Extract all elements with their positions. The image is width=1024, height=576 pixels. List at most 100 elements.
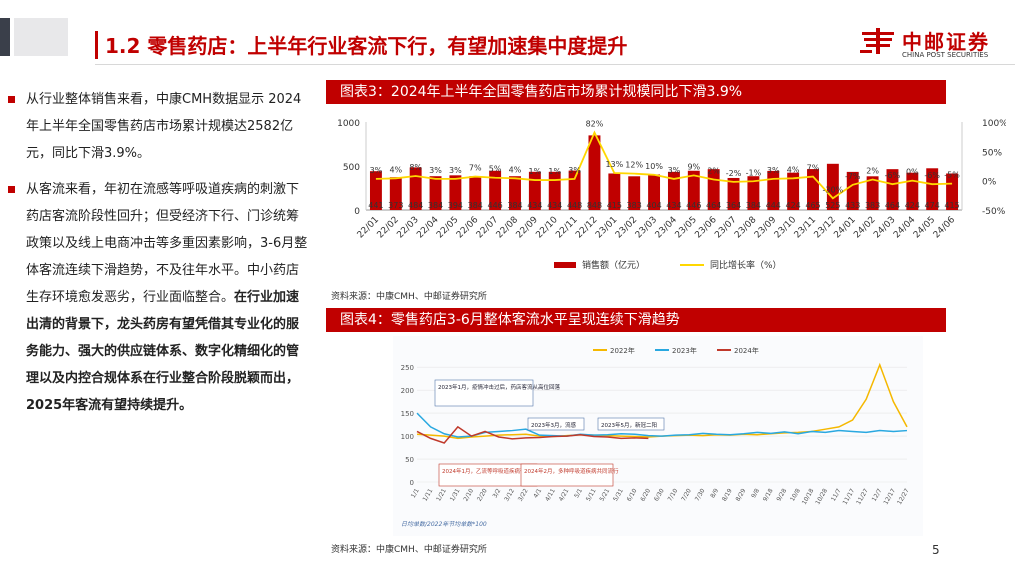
growth-label: 8% — [409, 163, 422, 172]
legend-sales-swatch — [554, 262, 576, 268]
bullet-traffic: 从客流来看，年初在流感等呼吸道疾病的刺激下药店客流阶段性回升；但受经济下行、门诊… — [8, 176, 308, 419]
legend-label: 2024年 — [734, 346, 759, 355]
bar-value-label: 373 — [388, 201, 403, 210]
x-tick-label: 24/03 — [872, 215, 897, 240]
growth-label: -2% — [726, 169, 742, 178]
bar-value-label: 424 — [785, 201, 800, 210]
bar — [807, 169, 819, 210]
x-tick-label: 23/05 — [674, 215, 699, 240]
logo-chinese-name: 中邮证券 — [902, 30, 990, 54]
bar — [866, 176, 879, 210]
bar-value-label: 848 — [587, 201, 602, 210]
growth-label: 4% — [787, 165, 800, 174]
growth-label: -6% — [924, 171, 940, 180]
bar — [946, 173, 959, 210]
corner-dark-block — [0, 18, 10, 56]
bar-value-label: 384 — [468, 201, 483, 210]
growth-label: 3% — [449, 166, 462, 175]
y-tick-label: 100 — [401, 433, 414, 441]
y-tick-label: 150 — [401, 410, 414, 418]
x-tick-label: 22/01 — [356, 215, 381, 240]
series-line-2023年 — [416, 412, 908, 438]
bar-value-label: 415 — [607, 201, 622, 210]
y-tick-label: 0 — [410, 479, 414, 487]
bar-value-label: 434 — [666, 201, 681, 210]
figure4-source: 资料来源：中康CMH、中邮证券研究所 — [331, 545, 487, 555]
bar-value-label: 434 — [527, 201, 542, 210]
bar-value-label: 404 — [646, 201, 661, 210]
x-tick-label: 22/12 — [574, 215, 599, 240]
growth-label: 4% — [509, 165, 522, 174]
bar-value-label: 433 — [845, 201, 860, 210]
embedded-note: 日均单数/2022年节均单数*100 — [401, 520, 487, 528]
bar-value-label: 384 — [428, 201, 443, 210]
bar-value-label: 448 — [567, 201, 582, 210]
title-accent-bar — [95, 31, 98, 59]
growth-label: -1% — [746, 168, 762, 177]
growth-label: 82% — [586, 120, 604, 129]
legend-growth-label: 同比增长率（%） — [710, 259, 782, 271]
y2-tick-label: 50% — [982, 148, 1002, 158]
page-title: 1.2 零售药店：上半年行业客流下行，有望加速集中度提升 — [105, 34, 628, 58]
bar — [429, 176, 442, 210]
y2-tick-label: -50% — [982, 207, 1006, 217]
bar — [389, 177, 402, 210]
bar-value-label: 415 — [944, 201, 959, 210]
annotation-box — [520, 463, 614, 487]
annotation-box — [434, 379, 534, 407]
x-tick-label: 24/05 — [912, 215, 937, 240]
bar — [667, 171, 680, 210]
x-tick-label: 22/05 — [435, 215, 460, 240]
bar — [489, 170, 502, 210]
growth-label: 3% — [429, 166, 442, 175]
x-tick-label: 23/11 — [793, 215, 818, 240]
china-post-logo-icon — [860, 28, 894, 54]
x-tick-label: 1/1 — [410, 487, 421, 499]
left-text-column: 从行业整体销售来看，中康CMH数据显示 2024年上半年全国零售药店市场累计规模… — [8, 86, 308, 428]
growth-label: 3% — [767, 166, 780, 175]
bullet-traffic-text: 从客流来看，年初在流感等呼吸道疾病的刺激下药店客流阶段性回升；但受经济下行、门诊… — [26, 182, 308, 305]
annotation-text: 2023年1月，疫情冲击过后，药店客流从高位回落 — [438, 383, 560, 391]
bar-value-label: 364 — [726, 201, 741, 210]
x-tick-label: 24/01 — [832, 215, 857, 240]
bar — [469, 176, 482, 210]
annotation-box — [527, 417, 585, 431]
x-tick-label: 23/02 — [614, 215, 639, 240]
y-tick-label: 250 — [401, 364, 414, 372]
bar — [906, 172, 919, 210]
x-tick-label: 23/03 — [634, 215, 659, 240]
growth-label: -30% — [823, 185, 844, 194]
growth-label: 5% — [489, 165, 502, 174]
x-tick-label: 22/07 — [475, 215, 500, 240]
figure3-source: 资料来源：中康CMH、中邮证券研究所 — [331, 292, 487, 302]
bar — [707, 169, 720, 210]
bar — [787, 172, 800, 210]
bar-value-label: 394 — [448, 201, 463, 210]
figure4-header: 图表4：零售药店3-6月整体客流水平呈现连续下滑趋势 — [326, 308, 946, 332]
bar — [628, 176, 641, 210]
x-tick-label: 5/1 — [573, 487, 584, 499]
bar — [409, 167, 422, 210]
y-tick-label: 1000 — [337, 119, 360, 129]
bar — [826, 163, 839, 210]
growth-label: 2% — [707, 166, 720, 175]
bar-value-label: 446 — [686, 201, 701, 210]
company-logo: 中邮证券 CHINA POST SECURITIES — [858, 24, 1018, 64]
y-tick-label: 500 — [343, 163, 360, 173]
bar-value-label: 384 — [746, 201, 761, 210]
growth-label: -5% — [944, 171, 960, 180]
annotation-box — [597, 417, 665, 431]
legend-sales-label: 销售额（亿元） — [582, 259, 645, 271]
figure3-chart: 0 500 1000 -50% 0% 50% 100% 441 22/01 373 22/02 484… — [337, 119, 1006, 271]
bar — [767, 170, 780, 210]
bar — [846, 171, 859, 210]
figure3-header: 图表3：2024年上半年全国零售药店市场累计规模同比下滑3.9% — [326, 80, 946, 104]
y-tick-label: 50 — [405, 456, 414, 464]
bar — [509, 176, 521, 210]
bar — [449, 175, 462, 210]
bar — [886, 169, 899, 210]
bar-value-label: 484 — [408, 201, 423, 210]
bar-value-label: 474 — [925, 201, 940, 210]
bar-value-label: 444 — [766, 201, 781, 210]
bar — [528, 171, 541, 210]
